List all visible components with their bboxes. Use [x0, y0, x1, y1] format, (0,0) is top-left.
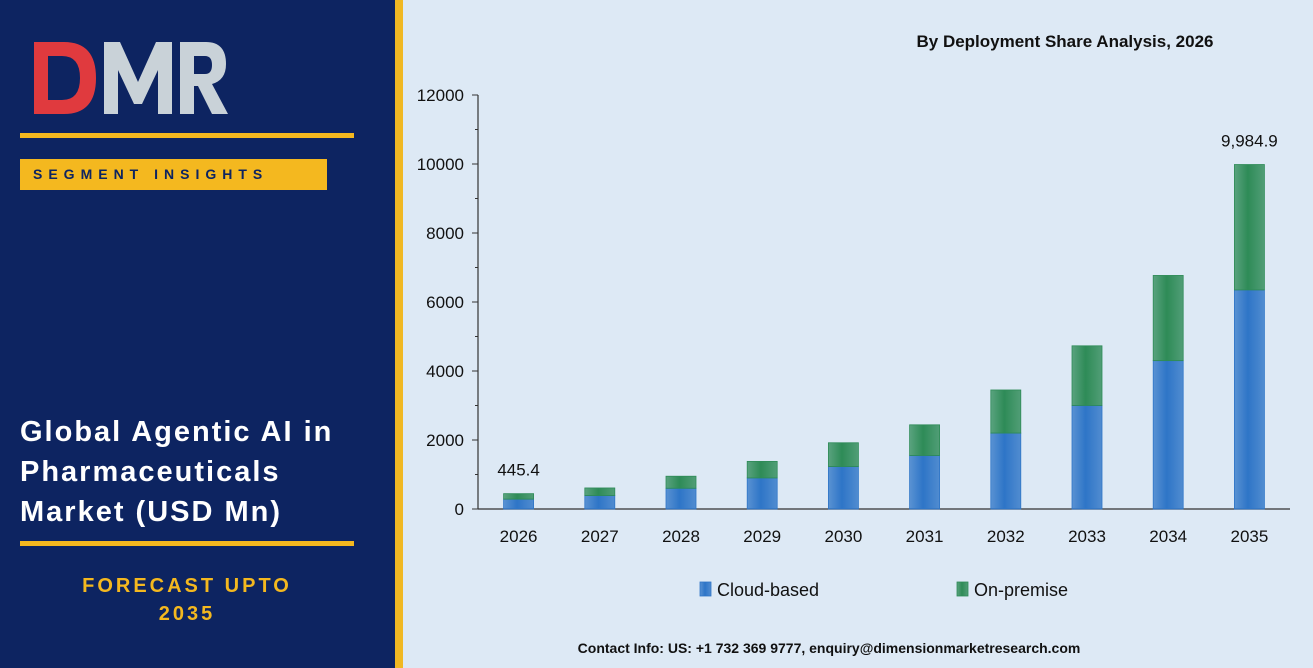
bar-on-premise-2035 — [1234, 164, 1265, 291]
bar-on-premise-2028 — [665, 475, 697, 489]
bar-on-premise-2026 — [503, 493, 534, 500]
x-tick-label: 2028 — [662, 527, 700, 546]
bar-cloud-based-2032 — [990, 432, 1022, 510]
bar-on-premise-2027 — [584, 487, 616, 496]
x-tick-label: 2035 — [1230, 527, 1268, 546]
bar-cloud-based-2028 — [665, 487, 697, 510]
bar-cloud-based-2034 — [1152, 360, 1184, 510]
bar-cloud-based-2035 — [1234, 289, 1265, 510]
y-tick-label: 6000 — [426, 293, 464, 312]
bar-cloud-based-2033 — [1071, 405, 1103, 510]
bar-cloud-based-2031 — [909, 455, 941, 510]
x-tick-label: 2034 — [1149, 527, 1187, 546]
data-label: 9,984.9 — [1221, 132, 1278, 151]
logo-letter-m — [104, 42, 172, 114]
x-tick-label: 2029 — [743, 527, 781, 546]
y-tick-label: 8000 — [426, 224, 464, 243]
report-title: Global Agentic AI in Pharmaceuticals Mar… — [20, 412, 390, 532]
dmr-logo — [34, 42, 228, 114]
logo-letter-d — [34, 42, 96, 114]
x-tick-label: 2027 — [581, 527, 619, 546]
forecast-year: 2035 — [158, 603, 216, 625]
bar-cloud-based-2029 — [746, 477, 778, 510]
logo-underline — [20, 133, 354, 138]
bar-on-premise-2030 — [827, 442, 859, 467]
x-tick-label: 2033 — [1068, 527, 1106, 546]
report-title-line: Pharmaceuticals — [20, 456, 281, 488]
bar-cloud-based-2030 — [827, 466, 859, 510]
y-tick-label: 4000 — [426, 362, 464, 381]
bar-on-premise-2033 — [1071, 345, 1103, 406]
chart-title: By Deployment Share Analysis, 2026 — [916, 32, 1214, 51]
y-tick-label: 2000 — [426, 431, 464, 450]
panel-divider — [395, 0, 403, 668]
data-label: 445.4 — [497, 461, 540, 480]
bar-on-premise-2029 — [746, 460, 778, 479]
bar-on-premise-2031 — [909, 424, 941, 456]
bar-on-premise-2034 — [1152, 275, 1184, 362]
y-tick-label: 12000 — [417, 86, 464, 105]
bar-cloud-based-2026 — [503, 498, 534, 510]
stacked-bar-chart: 0 2000 4000 6000 8000 10000 12000 2026 2027 2028 2… — [417, 86, 1290, 600]
x-tick-label: 2031 — [906, 527, 944, 546]
report-title-line: Global Agentic AI in — [20, 416, 334, 448]
logo-letter-r — [180, 42, 228, 114]
y-tick-label: 10000 — [417, 155, 464, 174]
forecast-line: FORECAST UPTO — [82, 575, 292, 597]
title-underline — [20, 541, 354, 546]
bar-cloud-based-2027 — [584, 495, 616, 510]
x-tick-label: 2030 — [824, 527, 862, 546]
x-tick-label: 2026 — [500, 527, 538, 546]
bar-on-premise-2032 — [990, 389, 1022, 434]
report-title-line: Market (USD Mn) — [20, 496, 283, 528]
x-tick-label: 2032 — [987, 527, 1025, 546]
legend-label: On-premise — [974, 580, 1068, 600]
forecast-text: FORECAST UPTO 2035 — [20, 572, 354, 628]
y-tick-label: 0 — [455, 500, 464, 519]
segment-insights-badge: SEGMENT INSIGHTS — [20, 159, 327, 190]
legend-swatch — [956, 581, 969, 597]
legend-label: Cloud-based — [717, 580, 819, 600]
legend-swatch — [699, 581, 712, 597]
contact-info: Contact Info: US: +1 732 369 9777, enqui… — [577, 640, 1081, 656]
